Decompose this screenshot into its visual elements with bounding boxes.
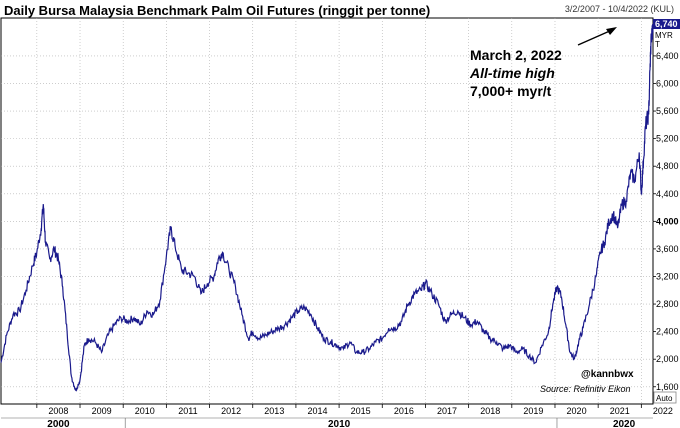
annotation-ath: All-time high <box>469 65 555 81</box>
date-range: 3/2/2007 - 10/4/2022 (KUL) <box>564 4 674 14</box>
unit-label-myr: MYR <box>655 31 673 40</box>
y-tick-label: 5,200 <box>656 134 679 144</box>
x-tick-label: 2021 <box>610 406 630 416</box>
x-tick-label: 2019 <box>523 406 543 416</box>
last-value-box <box>653 19 680 29</box>
y-tick-label: 4,800 <box>656 161 679 171</box>
annotation-arrow-line <box>577 29 613 46</box>
plot-frame <box>0 17 654 405</box>
price-series-line <box>0 24 654 392</box>
x-major-label: 2000 <box>47 419 70 428</box>
x-tick-label: 2011 <box>178 406 197 416</box>
y-tick-label: 1,600 <box>656 382 679 392</box>
y-tick-label: 6,400 <box>656 51 679 61</box>
x-major-label: 2010 <box>328 419 351 428</box>
x-tick-label: 2012 <box>221 406 241 416</box>
x-tick-label: 2018 <box>480 406 500 416</box>
x-tick-label: 2020 <box>567 406 587 416</box>
y-tick-label: 2,000 <box>656 354 679 364</box>
annotation-value: 7,000+ myr/t <box>470 83 552 99</box>
x-tick-label: 2016 <box>394 406 414 416</box>
y-tick-label: 4,400 <box>656 189 679 199</box>
x-tick-label: 2017 <box>437 406 457 416</box>
annotation-date: March 2, 2022 <box>470 47 562 63</box>
last-value-badge: 6,740 <box>653 19 680 29</box>
y-axis: 1,600 2,000 2,400 2,800 3,200 3,600 4,000 4,400… <box>653 51 679 392</box>
y-tick-label: 6,000 <box>656 78 679 88</box>
y-tick-label: 5,600 <box>656 106 679 116</box>
x-tick-label: 2015 <box>351 406 371 416</box>
x-major-label: 2020 <box>613 419 636 428</box>
source-label: Source: Refinitiv Eikon <box>540 384 631 394</box>
x-tick-label: 2008 <box>48 406 68 416</box>
x-tick-label: 2010 <box>135 406 155 416</box>
y-tick-label: 2,400 <box>656 327 679 337</box>
handle-label: @kannbwx <box>581 369 634 380</box>
x-tick-label: 2013 <box>264 406 284 416</box>
last-value-label: 6,740 <box>655 19 678 29</box>
chart-title: Daily Bursa Malaysia Benchmark Palm Oil … <box>4 3 431 18</box>
annotation-arrow-head <box>606 27 617 35</box>
y-tick-label: 2,800 <box>656 299 679 309</box>
y-tick-label: 3,200 <box>656 271 679 281</box>
x-tick-label: 2009 <box>92 406 112 416</box>
x-axis: 2008 2009 2010 2011 2012 2013 2014 2015 2016 2017… <box>1 404 673 428</box>
gridlines <box>1 18 653 404</box>
y-tick-label: 4,000 <box>656 216 679 226</box>
auto-button-label: Auto <box>656 394 673 403</box>
y-tick-label: 3,600 <box>656 244 679 254</box>
x-tick-label: 2014 <box>307 406 327 416</box>
x-tick-label: 2022 <box>653 406 673 416</box>
unit-label-t: T <box>655 40 660 49</box>
annotation: March 2, 2022 All-time high 7,000+ myr/t <box>469 27 617 99</box>
auto-button[interactable] <box>653 391 677 404</box>
